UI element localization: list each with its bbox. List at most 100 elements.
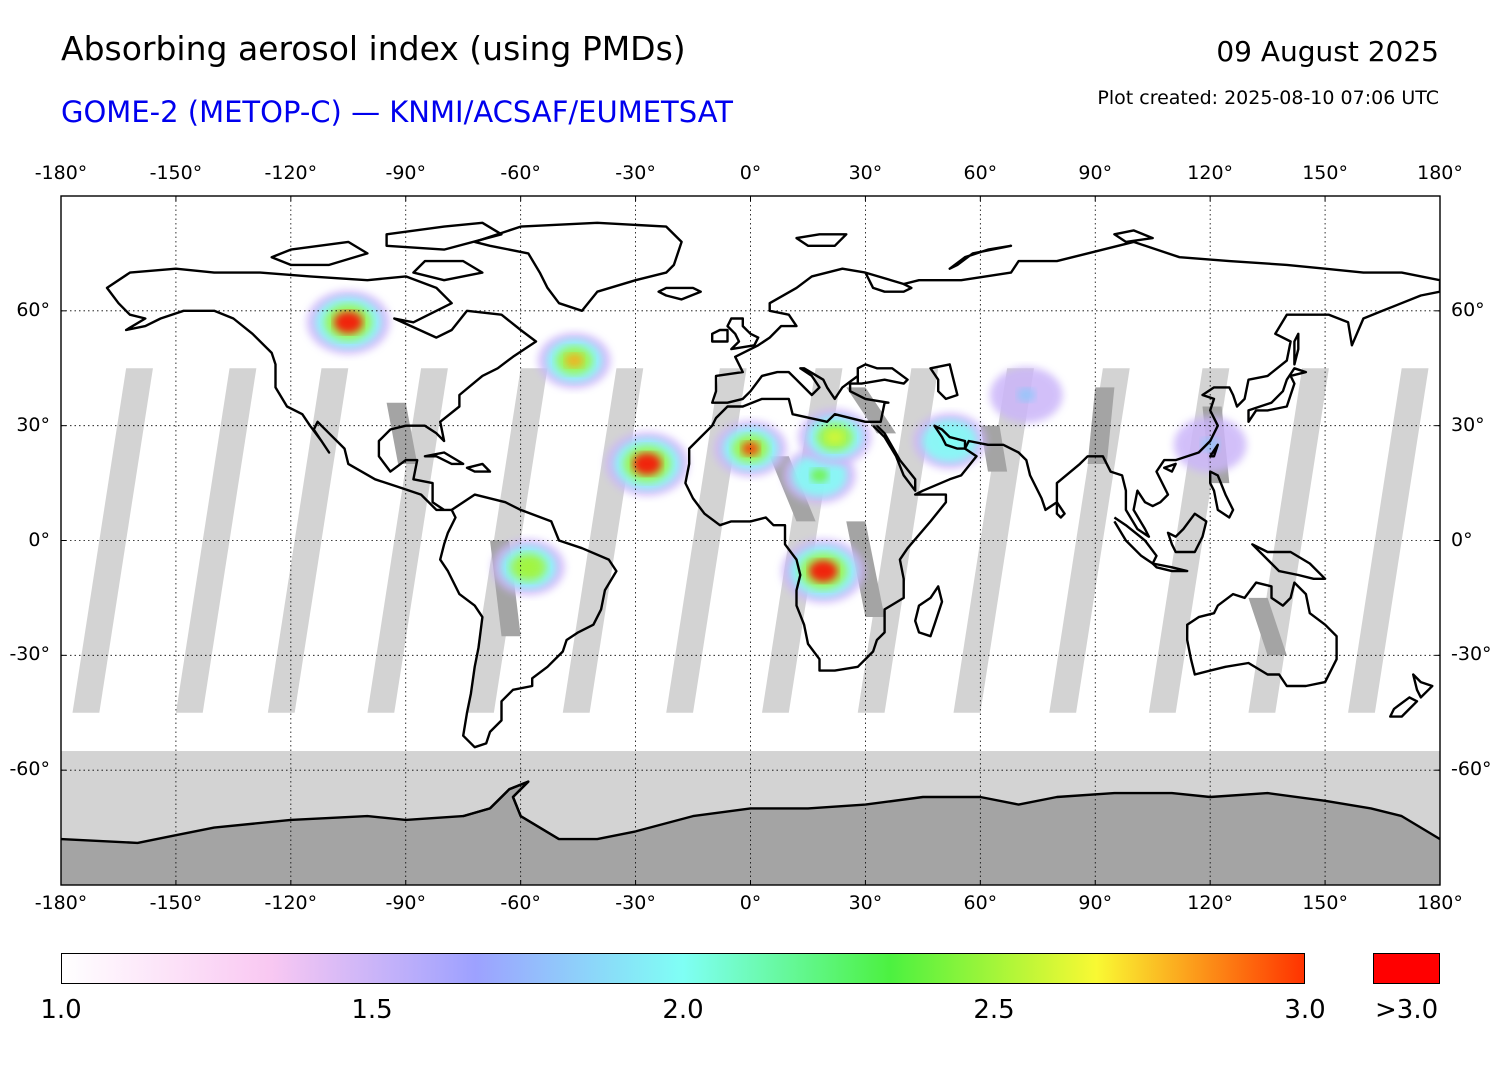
coastline-greenland <box>473 221 683 312</box>
lon-label-bottom: 150° <box>1302 892 1348 914</box>
lat-label-left: 0° <box>28 528 50 551</box>
land-gap-0 <box>386 402 418 464</box>
colorbar-tick-label: 1.0 <box>40 995 82 1025</box>
coastline-persian-gulf <box>933 424 967 450</box>
lon-label-top: 90° <box>1078 162 1113 184</box>
coastline-novaya-zemlya <box>948 244 1013 270</box>
lon-label-top: -120° <box>264 162 318 184</box>
coastline-britain <box>726 317 760 351</box>
lon-label-bottom: 60° <box>963 892 998 914</box>
aerosol-hotspot-0 <box>306 290 390 355</box>
lon-label-bottom: 90° <box>1078 892 1113 914</box>
coastline-north-america <box>105 267 538 512</box>
lon-label-bottom: -60° <box>500 892 541 914</box>
lat-label-left: 30° <box>16 413 50 436</box>
instrument-subtitle: GOME-2 (METOP-C) — KNMI/ACSAF/EUMETSAT <box>61 95 734 129</box>
coastline-new-guinea <box>1251 543 1327 580</box>
land-gap-8 <box>846 387 897 434</box>
colorbar-tick-label: 2.5 <box>973 995 1015 1025</box>
lat-label-right: -30° <box>1451 643 1492 666</box>
coastline-borneo <box>1166 512 1208 554</box>
aerosol-hotspots <box>306 290 1247 604</box>
coastline-java <box>1151 562 1189 573</box>
gap-swath-0 <box>72 368 153 713</box>
lon-label-top: 0° <box>739 162 762 184</box>
colorbar <box>61 953 1305 984</box>
gap-swath-2 <box>267 368 349 713</box>
coastline-eurasia-africa <box>684 240 1440 672</box>
lat-label-right: 0° <box>1451 528 1473 551</box>
lon-label-bottom: 180° <box>1417 892 1463 914</box>
lat-label-right: 30° <box>1451 413 1485 436</box>
map-ticks <box>60 196 1441 885</box>
lat-label-left: 60° <box>16 298 50 321</box>
colorbar-tick-label: 3.0 <box>1284 995 1326 1025</box>
aerosol-hotspot-1 <box>537 332 611 389</box>
lon-label-bottom: -90° <box>385 892 427 914</box>
gap-swath-10 <box>1049 368 1130 713</box>
lat-label-left: -30° <box>9 643 50 666</box>
coastline-madagascar <box>914 585 944 638</box>
lon-label-top: -180° <box>34 162 88 184</box>
aerosol-hotspot-5 <box>781 539 865 604</box>
lon-label-top: -60° <box>500 162 541 184</box>
coastline-scandinavia-east <box>864 272 913 293</box>
coastline-hispaniola <box>465 462 492 473</box>
coastline-svalbard <box>795 233 848 247</box>
antarctica-fill <box>61 781 1440 885</box>
lon-label-bottom: 30° <box>848 892 883 914</box>
colorbar-tick-label: 2.0 <box>662 995 704 1025</box>
land-gap-3 <box>846 521 885 618</box>
coastline-sakhalin <box>1293 332 1300 366</box>
coastline-south-america <box>439 493 618 749</box>
colorbar-over-label: >3.0 <box>1375 995 1439 1025</box>
lon-label-top: -150° <box>149 162 203 184</box>
aerosol-hotspot-6 <box>798 409 872 466</box>
coastline-sri-lanka <box>1055 501 1066 519</box>
lon-label-bottom: -30° <box>615 892 656 914</box>
lon-label-top: 150° <box>1302 162 1348 184</box>
lon-label-bottom: -150° <box>149 892 203 914</box>
colorbar-tick-label: 1.5 <box>351 995 393 1025</box>
gap-swath-13 <box>1348 368 1429 713</box>
coastline-hainan <box>1163 462 1177 473</box>
aerosol-hotspot-10 <box>491 539 565 596</box>
coastline-cuba <box>423 451 465 466</box>
coastline-sumatra <box>1113 516 1158 565</box>
coastline-australia <box>1186 581 1338 688</box>
coastline-arctic-islands-3 <box>412 259 484 282</box>
gap-swath-1 <box>175 368 257 713</box>
plot-title: Absorbing aerosol index (using PMDs) <box>61 29 686 68</box>
lon-label-bottom: -180° <box>34 892 88 914</box>
coastlines <box>61 221 1440 845</box>
colorbar-over-range-box <box>1373 953 1440 984</box>
coastline-red-sea <box>872 424 917 492</box>
lon-label-top: 60° <box>963 162 998 184</box>
coastline-arctic-islands-2 <box>270 240 369 267</box>
aerosol-hotspot-8 <box>989 367 1063 424</box>
coastline-new-zealand-south <box>1389 696 1419 718</box>
coastline-antarctica <box>61 780 1440 845</box>
lon-label-top: 30° <box>848 162 883 184</box>
land-gap-7 <box>1248 597 1287 656</box>
lon-label-bottom: 120° <box>1187 892 1234 914</box>
lon-label-top: -90° <box>385 162 427 184</box>
graticule <box>61 196 1440 885</box>
coastline-japan <box>1247 367 1308 423</box>
lon-label-top: 180° <box>1417 162 1463 184</box>
coastline-ireland <box>711 328 729 343</box>
lon-label-top: -30° <box>615 162 656 184</box>
lat-label-left: -60° <box>9 758 50 781</box>
coastline-iceland <box>657 286 702 301</box>
coastline-severnaya <box>1113 229 1154 244</box>
coastline-taiwan <box>1209 443 1219 458</box>
lat-label-right: -60° <box>1451 758 1492 781</box>
antarctic-no-data-region <box>61 781 1440 885</box>
lon-label-top: 120° <box>1187 162 1234 184</box>
land-gap-4 <box>980 425 1008 472</box>
coastline-arctic-islands-1 <box>385 221 503 251</box>
plot-created-timestamp: Plot created: 2025-08-10 07:06 UTC <box>1097 87 1439 109</box>
lat-label-right: 60° <box>1451 298 1485 321</box>
lon-label-bottom: 0° <box>739 892 762 914</box>
